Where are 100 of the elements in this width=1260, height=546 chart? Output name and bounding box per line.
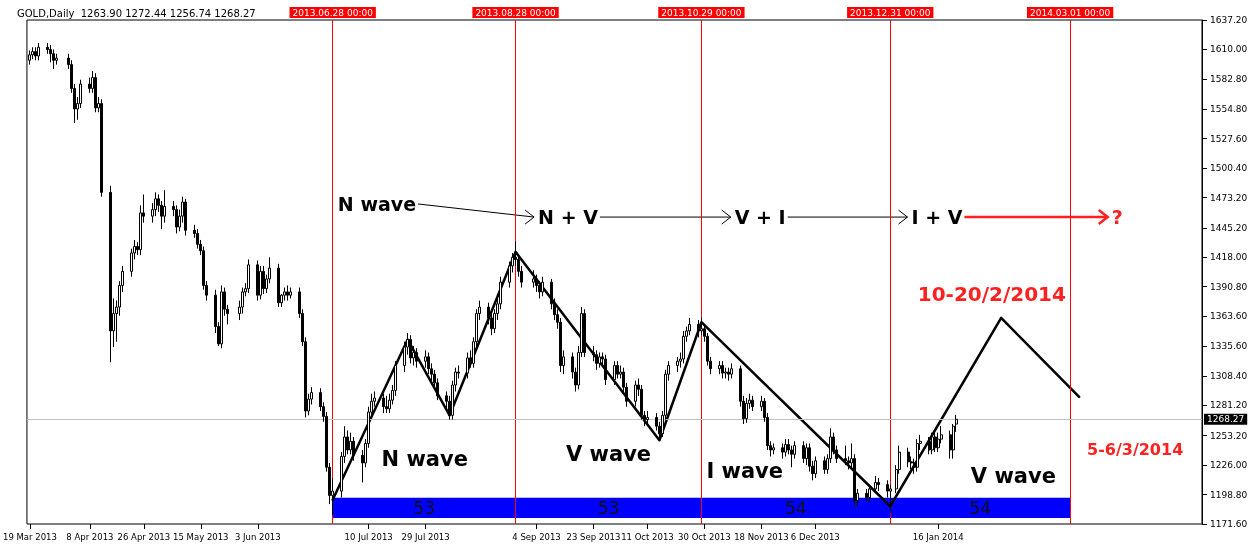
ref-line-label: 2014.03.01 00:00 <box>1029 7 1111 18</box>
candlestick <box>877 477 880 492</box>
candlestick <box>37 42 40 61</box>
y-tick-label: 1610.00 <box>1210 44 1248 55</box>
ref-line-label: 2013.10.29 00:00 <box>661 7 742 18</box>
candlestick <box>382 393 385 414</box>
annotation: N + V <box>538 206 599 229</box>
x-tick-label: 11 Oct 2013 <box>621 531 674 542</box>
x-tick-label: 18 Nov 2013 <box>734 531 789 542</box>
candlestick <box>598 352 601 369</box>
candlestick <box>247 258 250 294</box>
y-tick-label: 1418.00 <box>1210 252 1248 263</box>
candlestick <box>697 319 700 338</box>
candlestick <box>928 436 931 455</box>
band-label: 54 <box>785 497 807 518</box>
candlestick <box>931 432 934 455</box>
ref-line-label: 1268.27 <box>1207 414 1245 425</box>
annotation: I wave <box>706 459 784 484</box>
band-label: 53 <box>597 497 620 518</box>
x-tick-label: 19 Mar 2013 <box>3 531 57 542</box>
candlestick <box>865 488 868 503</box>
candlestick <box>730 362 733 380</box>
y-tick-label: 1473.20 <box>1210 192 1248 203</box>
x-tick-label: 26 Apr 2013 <box>117 531 171 542</box>
y-tick-label: 1226.00 <box>1210 460 1248 471</box>
candlestick <box>868 484 871 503</box>
x-tick-label: 4 Sep 2013 <box>512 531 561 542</box>
candlestick <box>259 265 262 300</box>
candlestick <box>409 334 412 364</box>
candlestick <box>823 455 826 475</box>
x-tick-label: 23 Sep 2013 <box>566 531 621 542</box>
candlestick <box>262 265 265 295</box>
candlestick <box>277 263 280 308</box>
candlestick <box>802 440 805 464</box>
y-tick-label: 1281.20 <box>1210 400 1248 411</box>
candlestick <box>844 445 847 466</box>
y-tick-label: 1363.60 <box>1210 311 1248 322</box>
candlestick <box>34 46 37 61</box>
annotation: V wave <box>970 464 1056 489</box>
candlestick <box>175 204 178 234</box>
ref-line-label: 2013.12.31 00:00 <box>850 7 931 18</box>
x-tick-label: 30 Oct 2013 <box>678 531 731 542</box>
annotation: I + V <box>911 206 963 229</box>
y-tick-label: 1390.80 <box>1210 281 1248 292</box>
candlestick <box>595 349 598 371</box>
y-tick-label: 1171.60 <box>1210 519 1248 529</box>
candlestick <box>100 98 103 198</box>
candlestick <box>682 330 685 364</box>
y-tick-label: 1554.80 <box>1210 104 1248 115</box>
ref-line-label: 2013.08.28 00:00 <box>475 7 556 18</box>
y-tick-label: 1253.20 <box>1210 430 1248 441</box>
x-tick-label: 15 May 2013 <box>173 531 229 542</box>
band-label: 53 <box>413 497 435 518</box>
candlestick <box>727 367 730 382</box>
candlestick <box>220 284 223 349</box>
y-tick-label: 1198.80 <box>1210 489 1248 500</box>
candlestick <box>289 287 292 299</box>
y-tick-label: 1335.60 <box>1210 341 1248 352</box>
y-tick-label: 1500.40 <box>1210 163 1248 174</box>
candlestick <box>415 347 418 369</box>
candlestick <box>634 380 637 408</box>
candlestick <box>256 260 259 302</box>
candlestick <box>676 356 679 373</box>
annotation: N wave <box>337 192 417 215</box>
x-tick-label: 29 Jul 2013 <box>401 531 450 542</box>
ref-line-label: 2013.06.28 00:00 <box>292 7 374 18</box>
y-tick-label: 1527.60 <box>1210 133 1248 144</box>
candlestick <box>784 438 787 457</box>
annotation: N wave <box>381 447 468 472</box>
annotation: 5-6/3/2014 <box>1087 440 1184 460</box>
candlestick <box>745 397 748 424</box>
candlestick <box>907 447 910 468</box>
candlestick <box>109 185 112 363</box>
candlestick <box>532 269 535 289</box>
chart-title: GOLD,Daily 1263.90 1272.44 1256.74 1268.27 <box>17 7 256 19</box>
candlestick <box>772 442 775 455</box>
candlestick <box>721 360 724 380</box>
candlestick <box>781 442 784 460</box>
candlestick <box>613 360 616 386</box>
candlestick <box>55 53 58 66</box>
annotation: 10-20/2/2014 <box>917 282 1066 307</box>
candlestick <box>385 395 388 414</box>
candlestick <box>916 438 919 473</box>
x-tick-label: 8 Apr 2013 <box>66 531 114 542</box>
candlestick <box>466 352 469 380</box>
x-tick-label: 3 Jun 2013 <box>234 531 281 542</box>
candlestick <box>541 276 544 297</box>
annotation: V + I <box>734 206 786 229</box>
x-tick-label: 16 Jan 2014 <box>912 531 964 542</box>
candlestick <box>94 72 97 113</box>
candlestick <box>814 455 817 479</box>
candlestick <box>604 354 607 386</box>
x-tick-label: 10 Jul 2013 <box>344 531 393 542</box>
candlestick <box>583 308 586 358</box>
annotation: V wave <box>566 442 652 467</box>
candlestick <box>934 432 937 453</box>
y-tick-label: 1445.20 <box>1210 222 1248 233</box>
candlestick <box>52 48 55 70</box>
y-tick-label: 1582.80 <box>1210 73 1248 84</box>
candlestick <box>874 475 877 494</box>
